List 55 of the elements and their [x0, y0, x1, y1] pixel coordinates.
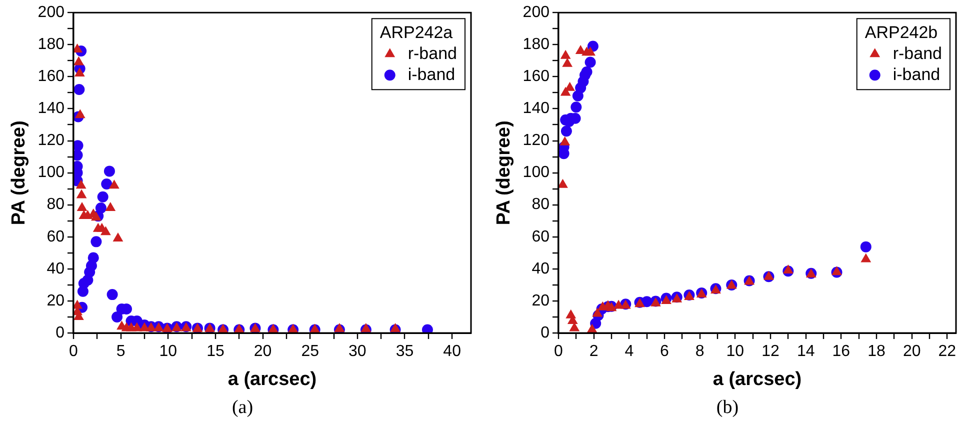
x-tick-label: 22	[938, 343, 956, 360]
x-tick-label: 30	[348, 343, 366, 360]
y-tick-label: 200	[522, 4, 550, 22]
y-tick-label: 80	[532, 196, 550, 214]
x-tick-label: 15	[206, 343, 224, 360]
y-tick-label: 60	[46, 228, 65, 246]
x-tick-label: 18	[868, 343, 886, 360]
x-tick-label: 20	[254, 343, 272, 360]
legend-label: i-band	[408, 64, 456, 84]
y-axis-title: PA (degree)	[494, 120, 515, 226]
y-tick-label: 180	[522, 36, 550, 54]
y-tick-label: 40	[46, 260, 65, 278]
y-axis-title: PA (degree)	[8, 120, 30, 226]
y-tick-label: 160	[38, 68, 65, 86]
y-tick-label: 100	[38, 164, 65, 182]
x-tick-label: 10	[726, 343, 744, 360]
x-tick-label: 10	[159, 343, 178, 360]
x-tick-label: 4	[624, 343, 634, 360]
x-tick-label: 25	[301, 343, 320, 360]
y-tick-label: 60	[532, 228, 550, 246]
y-tick-label: 20	[46, 292, 65, 310]
text: (a)	[230, 397, 254, 419]
y-tick-label: 120	[38, 132, 65, 150]
legend-title: ARP242b	[864, 22, 938, 42]
x-tick-label: 40	[443, 343, 462, 360]
y-tick-label: 40	[532, 260, 550, 278]
x-tick-label: 8	[695, 343, 704, 360]
y-tick-label: 140	[522, 100, 550, 118]
y-tick-label: 200	[38, 4, 65, 22]
legend-label: i-band	[892, 64, 940, 84]
y-tick-label: 160	[522, 68, 550, 86]
y-tick-label: 80	[46, 196, 65, 214]
legend-label: r-band	[892, 44, 942, 63]
y-tick-label: 180	[38, 36, 65, 54]
y-tick-label: 20	[532, 292, 550, 310]
x-tick-label: 0	[69, 343, 78, 360]
x-tick-label: 6	[660, 343, 670, 360]
x-tick-label: 0	[554, 343, 564, 360]
x-tick-label: 12	[762, 343, 780, 360]
y-tick-label: 120	[522, 132, 550, 150]
y-tick-label: 140	[38, 100, 65, 118]
y-tick-label: 0	[56, 324, 65, 342]
y-tick-label: 0	[540, 324, 550, 342]
x-axis-title: a (arcsec)	[712, 368, 802, 390]
x-tick-label: 16	[832, 343, 850, 360]
x-tick-label: 14	[796, 343, 815, 360]
x-tick-label: 5	[116, 343, 126, 360]
y-tick-label: 100	[522, 164, 550, 182]
legend-title: ARP242a	[380, 22, 454, 42]
text: (b)	[715, 397, 740, 419]
x-axis-title: a (arcsec)	[228, 368, 317, 390]
x-tick-label: 35	[396, 343, 414, 360]
x-tick-label: 20	[902, 343, 921, 360]
legend-label: r-band	[408, 44, 457, 63]
x-tick-label: 2	[589, 343, 598, 360]
